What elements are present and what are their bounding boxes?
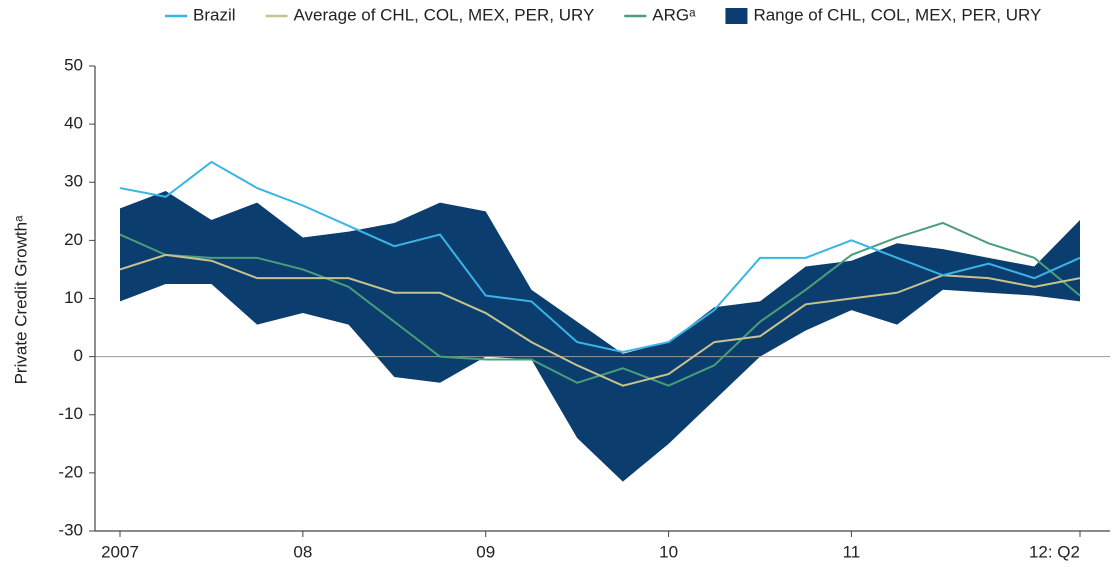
series-line (119, 160, 1081, 353)
series-line (119, 253, 1081, 387)
y-tick-label: -30 (58, 520, 83, 539)
y-tick-label: -20 (58, 462, 83, 481)
legend-label: Brazil (193, 5, 236, 24)
x-tick-label: 2007 (101, 542, 139, 561)
x-tick-label: 08 (293, 542, 312, 561)
y-tick-label: 40 (64, 114, 83, 133)
legend-label: ARGᵃ (652, 5, 696, 24)
y-tick-label: 20 (64, 230, 83, 249)
y-tick-label: 30 (64, 172, 83, 191)
range-band (120, 190, 1080, 482)
legend-swatch (725, 8, 748, 24)
x-tick-label: 10 (659, 542, 678, 561)
x-tick-label: 09 (476, 542, 495, 561)
y-tick-label: 50 (64, 55, 83, 74)
y-tick-label: -10 (58, 404, 83, 423)
x-tick-label: 12: Q2 (1029, 542, 1080, 561)
y-tick-label: 0 (74, 346, 83, 365)
legend-label: Range of CHL, COL, MEX, PER, URY (753, 5, 1041, 24)
x-tick-label: 11 (843, 542, 861, 561)
y-axis-label: Private Credit Growthᵃ (11, 215, 30, 384)
legend-label: Average of CHL, COL, MEX, PER, URY (294, 5, 595, 24)
y-tick-label: 10 (64, 288, 83, 307)
